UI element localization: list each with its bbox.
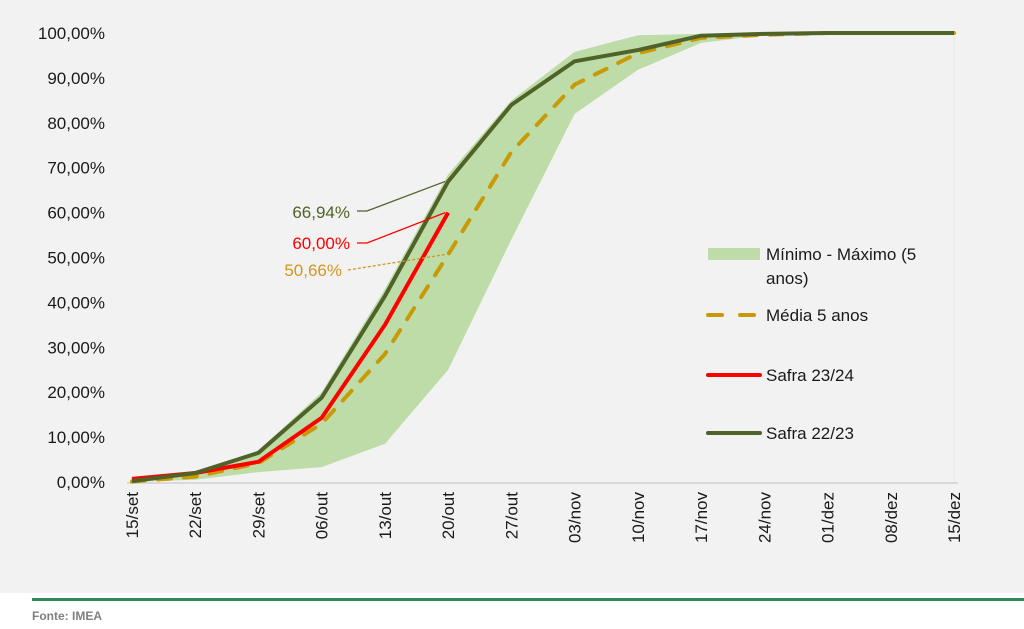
y-tick-label: 20,00%	[47, 383, 105, 402]
chart-area: 0,00% 10,00% 20,00% 30,00% 40,00% 50,00% 60,00…	[0, 0, 1024, 593]
x-tick-label: 15/dez	[945, 492, 964, 543]
annotation-media: 50,66%	[284, 261, 342, 280]
x-tick-label: 15/set	[123, 492, 142, 539]
x-tick-label: 06/out	[313, 492, 332, 540]
x-tick-label: 24/nov	[755, 492, 774, 544]
legend-label-media: Média 5 anos	[766, 306, 868, 325]
legend-label-safra-23-24: Safra 23/24	[766, 366, 854, 385]
x-tick-label: 13/out	[376, 492, 395, 540]
x-tick-label: 29/set	[249, 492, 268, 539]
y-tick-label: 80,00%	[47, 114, 105, 133]
y-axis-ticks: 0,00% 10,00% 20,00% 30,00% 40,00% 50,00% 60,00…	[38, 24, 105, 492]
annotation-safra-23-24: 60,00%	[292, 234, 350, 253]
series-line-safra-22-23	[131, 31, 954, 484]
y-tick-label: 30,00%	[47, 338, 105, 357]
source-note: Fonte: IMEA	[32, 609, 102, 623]
x-axis-ticks: 15/set 22/set 29/set 06/out 13/out 20/out 27/o…	[123, 492, 964, 544]
y-tick-label: 0,00%	[57, 473, 105, 492]
legend-label-safra-22-23: Safra 22/23	[766, 424, 854, 443]
footer-divider	[32, 598, 1024, 601]
annotation-leader-media	[347, 253, 446, 271]
annotation-safra-22-23: 66,94%	[292, 203, 350, 222]
legend-label-min-max-line2: anos)	[766, 269, 809, 288]
x-tick-label: 03/nov	[566, 492, 585, 544]
y-tick-label: 50,00%	[47, 249, 105, 268]
x-tick-label: 20/out	[439, 492, 458, 540]
y-tick-label: 90,00%	[47, 69, 105, 88]
x-tick-label: 01/dez	[819, 492, 838, 543]
x-tick-label: 27/out	[502, 492, 521, 540]
x-tick-label: 22/set	[186, 492, 205, 539]
annotation-leader-safra-22-23	[357, 180, 446, 212]
legend-label-min-max-line1: Mínimo - Máximo (5	[766, 245, 916, 264]
annotations-layer: 66,94% 60,00% 50,66%	[284, 180, 446, 280]
x-tick-label: 08/dez	[882, 492, 901, 543]
series-layer	[130, 31, 956, 484]
x-tick-label: 10/nov	[629, 492, 648, 544]
y-tick-label: 60,00%	[47, 204, 105, 223]
y-tick-label: 100,00%	[38, 24, 105, 43]
chart-svg: 0,00% 10,00% 20,00% 30,00% 40,00% 50,00% 60,00…	[38, 24, 964, 544]
x-tick-label: 17/nov	[692, 492, 711, 544]
legend-swatch-min-max	[708, 248, 760, 260]
legend: Mínimo - Máximo (5 anos) Média 5 anos Sa…	[706, 245, 916, 443]
y-tick-label: 40,00%	[47, 293, 105, 312]
y-tick-label: 10,00%	[47, 428, 105, 447]
y-tick-label: 70,00%	[47, 159, 105, 178]
annotation-leader-safra-23-24	[357, 211, 446, 244]
